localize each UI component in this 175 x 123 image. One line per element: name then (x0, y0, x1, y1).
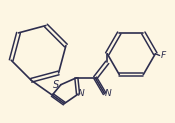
Text: N: N (78, 89, 85, 98)
Text: S: S (53, 80, 59, 90)
Text: F: F (160, 51, 166, 60)
Text: N: N (105, 89, 112, 98)
